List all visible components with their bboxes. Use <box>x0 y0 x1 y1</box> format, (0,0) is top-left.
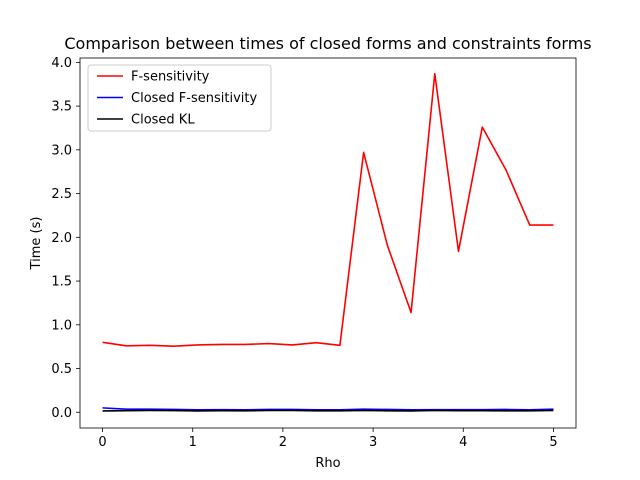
y-tick-label: 1.5 <box>51 275 72 290</box>
legend-label: F-sensitivity <box>131 70 210 85</box>
y-tick-label: 2.5 <box>51 187 72 202</box>
x-tick-label: 0 <box>98 435 106 450</box>
y-tick-label: 4.0 <box>51 56 72 71</box>
legend-frame <box>87 64 272 132</box>
series-line-closed-f-sensitivity <box>102 407 554 411</box>
x-axis-ticks: 0 1 2 3 4 5 <box>98 428 558 450</box>
x-axis-label: Rho <box>315 456 340 471</box>
y-tick-label: 3.0 <box>51 143 72 158</box>
x-tick-label: 5 <box>549 435 557 450</box>
x-tick-label: 1 <box>189 435 197 450</box>
y-tick-label: 0.5 <box>51 362 72 377</box>
x-tick-label: 2 <box>279 435 287 450</box>
legend: F-sensitivity Closed F-sensitivity Closed … <box>87 64 272 132</box>
legend-label: Closed KL <box>131 113 195 128</box>
x-tick-label: 4 <box>459 435 467 450</box>
y-axis-ticks: 0.0 0.5 1.0 1.5 2.0 2.5 3.0 3.5 4.0 <box>51 56 80 421</box>
plot-frame <box>79 57 577 429</box>
y-tick-label: 1.0 <box>51 318 72 333</box>
y-tick-label: 3.5 <box>51 100 72 115</box>
chart-title: Comparison between times of closed forms… <box>64 34 591 53</box>
series-line-f-sensitivity <box>102 72 554 348</box>
y-tick-label: 0.0 <box>51 406 72 421</box>
x-tick-label: 3 <box>369 435 377 450</box>
legend-label: Closed F-sensitivity <box>131 91 257 106</box>
series-layer <box>102 72 554 412</box>
y-tick-label: 2.0 <box>51 231 72 246</box>
y-axis-label: Time (s) <box>29 217 44 271</box>
